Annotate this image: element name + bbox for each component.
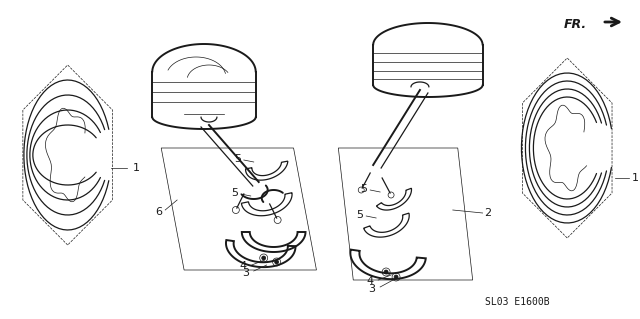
Text: 5: 5 xyxy=(360,184,367,194)
Text: 6: 6 xyxy=(156,207,162,217)
Text: 1: 1 xyxy=(132,163,140,173)
Text: 1: 1 xyxy=(632,173,639,183)
Circle shape xyxy=(394,275,398,279)
Text: 2: 2 xyxy=(484,208,492,218)
Text: 5: 5 xyxy=(234,154,241,164)
Text: SL03 E1600B: SL03 E1600B xyxy=(485,297,550,307)
Circle shape xyxy=(384,270,388,274)
Text: 4: 4 xyxy=(366,276,373,286)
Text: 3: 3 xyxy=(242,268,249,278)
Text: 4: 4 xyxy=(239,261,247,271)
Text: 5: 5 xyxy=(356,210,364,220)
Circle shape xyxy=(275,260,278,264)
Text: 3: 3 xyxy=(368,284,375,294)
Text: 5: 5 xyxy=(231,188,238,198)
Text: FR.: FR. xyxy=(564,19,587,32)
Circle shape xyxy=(262,256,266,260)
